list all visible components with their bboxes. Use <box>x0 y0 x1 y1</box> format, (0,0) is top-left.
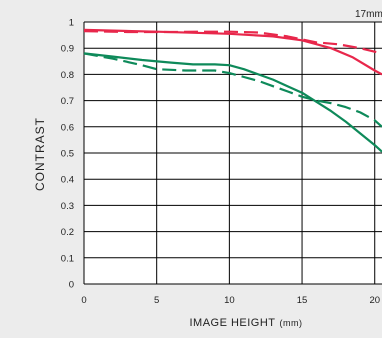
series-line-2 <box>83 30 382 55</box>
x-tick-label: 10 <box>224 295 235 306</box>
y-tick-label: 0.3 <box>61 201 74 212</box>
series-lines <box>83 28 382 153</box>
y-axis-label: CONTRAST <box>33 117 47 191</box>
x-axis-label-text: IMAGE HEIGHT <box>189 317 275 329</box>
series-line-4 <box>83 52 382 128</box>
x-tick-label: 20 <box>369 295 380 306</box>
y-tick-label: 0 <box>69 280 74 291</box>
y-tick-label: 0.4 <box>61 175 74 186</box>
x-axis-label: IMAGE HEIGHT (mm) <box>189 317 302 329</box>
corner-label: 17mm <box>355 9 382 20</box>
y-tick-label: 0.8 <box>61 70 74 81</box>
series-line-3 <box>83 52 382 153</box>
series-line-1 <box>83 28 382 76</box>
x-axis-label-unit: (mm) <box>280 318 303 328</box>
y-tick-label: 0.1 <box>61 253 74 264</box>
y-tick-label: 0.9 <box>61 44 74 55</box>
tick-labels: 00.10.20.30.40.50.60.70.80.910 5 10 15 20 <box>61 18 380 307</box>
y-tick-label: 0.7 <box>61 96 74 107</box>
y-tick-label: 0.6 <box>61 122 74 133</box>
y-tick-label: 1 <box>69 18 74 29</box>
x-tick-label: 0 <box>81 295 86 306</box>
x-tick-label: 15 <box>297 295 308 306</box>
y-tick-label: 0.5 <box>61 149 74 160</box>
y-tick-label: 0.2 <box>61 227 74 238</box>
x-tick-label: 5 <box>154 295 159 306</box>
